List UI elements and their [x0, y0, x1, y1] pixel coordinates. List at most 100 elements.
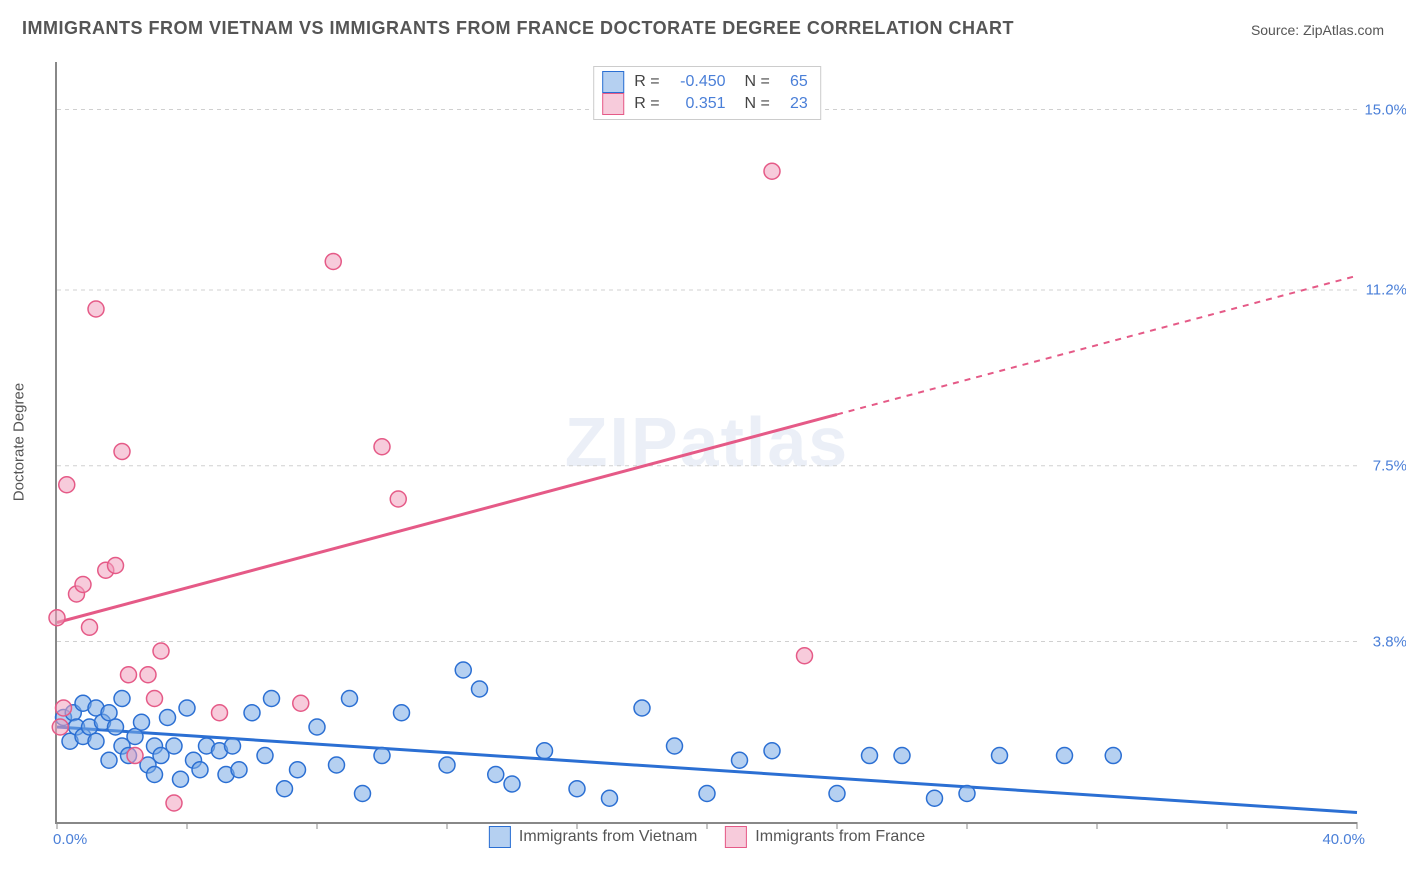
vietnam-point — [88, 733, 104, 749]
legend-swatch — [602, 71, 624, 93]
source-prefix: Source: — [1251, 22, 1303, 38]
y-axis-label: Doctorate Degree — [11, 383, 28, 501]
vietnam-point — [160, 710, 176, 726]
france-point — [325, 254, 341, 270]
legend-n-value: 23 — [780, 93, 808, 115]
bottom-legend-item: Immigrants from Vietnam — [489, 826, 697, 848]
y-tick-label: 11.2% — [1366, 282, 1406, 299]
legend-stats-row: R = -0.450 N = 65 — [602, 71, 808, 93]
y-tick-label: 3.8% — [1373, 633, 1406, 650]
vietnam-point — [569, 781, 585, 797]
legend-swatch — [725, 826, 747, 848]
vietnam-point — [244, 705, 260, 721]
france-point — [166, 795, 182, 811]
vietnam-point — [488, 767, 504, 783]
vietnam-point — [108, 719, 124, 735]
vietnam-point — [179, 700, 195, 716]
bottom-legend-label: Immigrants from France — [755, 828, 925, 846]
legend-r-label: R = — [634, 71, 659, 93]
vietnam-point — [764, 743, 780, 759]
vietnam-point — [231, 762, 247, 778]
vietnam-point — [862, 748, 878, 764]
vietnam-point — [667, 738, 683, 754]
france-point — [49, 610, 65, 626]
source-link[interactable]: ZipAtlas.com — [1303, 22, 1384, 38]
vietnam-point — [290, 762, 306, 778]
plot-area: ZIPatlas Doctorate Degree 0.0% 40.0% R =… — [55, 62, 1357, 824]
france-point — [108, 558, 124, 574]
vietnam-point — [374, 748, 390, 764]
legend-stats-box: R =-0.450 N =65R =0.351 N =23 — [593, 66, 821, 120]
source-attribution: Source: ZipAtlas.com — [1251, 22, 1384, 38]
vietnam-point — [602, 790, 618, 806]
france-point — [56, 700, 72, 716]
vietnam-point — [894, 748, 910, 764]
vietnam-point — [927, 790, 943, 806]
vietnam-point — [472, 681, 488, 697]
france-point — [52, 719, 68, 735]
france-point — [374, 439, 390, 455]
vietnam-point — [992, 748, 1008, 764]
chart-svg — [57, 62, 1357, 822]
vietnam-point — [959, 786, 975, 802]
france-trendline — [57, 414, 837, 622]
bottom-legend: Immigrants from Vietnam Immigrants from F… — [489, 826, 925, 848]
legend-n-label: N = — [736, 71, 770, 93]
france-point — [59, 477, 75, 493]
france-point — [88, 301, 104, 317]
france-point — [797, 648, 813, 664]
france-point — [114, 444, 130, 460]
france-point — [293, 695, 309, 711]
vietnam-point — [537, 743, 553, 759]
france-point — [82, 619, 98, 635]
vietnam-point — [439, 757, 455, 773]
y-tick-label: 15.0% — [1364, 101, 1406, 118]
france-point — [764, 163, 780, 179]
bottom-legend-item: Immigrants from France — [725, 826, 925, 848]
vietnam-point — [257, 748, 273, 764]
x-axis-end-label: 40.0% — [1322, 831, 1365, 848]
france-point — [140, 667, 156, 683]
france-trendline-extrapolated — [837, 276, 1357, 415]
vietnam-point — [1057, 748, 1073, 764]
vietnam-point — [114, 691, 130, 707]
france-point — [75, 577, 91, 593]
vietnam-point — [225, 738, 241, 754]
vietnam-point — [394, 705, 410, 721]
vietnam-point — [264, 691, 280, 707]
vietnam-point — [829, 786, 845, 802]
y-tick-label: 7.5% — [1373, 457, 1406, 474]
legend-stats-row: R =0.351 N =23 — [602, 93, 808, 115]
bottom-legend-label: Immigrants from Vietnam — [519, 828, 697, 846]
chart-title: IMMIGRANTS FROM VIETNAM VS IMMIGRANTS FR… — [22, 18, 1014, 39]
vietnam-point — [1105, 748, 1121, 764]
legend-r-label: R = — [634, 93, 659, 115]
vietnam-point — [309, 719, 325, 735]
vietnam-point — [101, 752, 117, 768]
vietnam-point — [166, 738, 182, 754]
x-axis-start-label: 0.0% — [53, 831, 87, 848]
france-point — [127, 748, 143, 764]
legend-swatch — [602, 93, 624, 115]
france-point — [121, 667, 137, 683]
vietnam-point — [504, 776, 520, 792]
legend-r-value: -0.450 — [670, 71, 726, 93]
france-point — [153, 643, 169, 659]
france-point — [147, 691, 163, 707]
vietnam-point — [147, 767, 163, 783]
vietnam-point — [277, 781, 293, 797]
vietnam-point — [173, 771, 189, 787]
france-point — [390, 491, 406, 507]
legend-swatch — [489, 826, 511, 848]
vietnam-point — [634, 700, 650, 716]
vietnam-point — [732, 752, 748, 768]
vietnam-point — [134, 714, 150, 730]
vietnam-point — [329, 757, 345, 773]
legend-n-value: 65 — [780, 71, 808, 93]
vietnam-point — [355, 786, 371, 802]
france-point — [212, 705, 228, 721]
vietnam-point — [455, 662, 471, 678]
vietnam-point — [342, 691, 358, 707]
legend-n-label: N = — [736, 93, 770, 115]
vietnam-point — [192, 762, 208, 778]
